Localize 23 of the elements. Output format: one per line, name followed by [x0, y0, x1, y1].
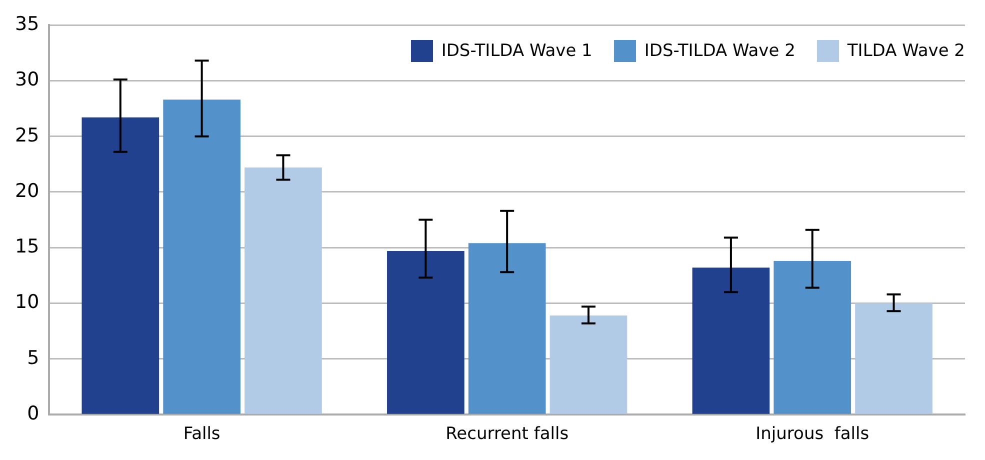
- y-tick-label: 20: [14, 180, 40, 202]
- legend-label: TILDA Wave 2: [846, 40, 965, 62]
- bar: [550, 316, 628, 414]
- bar: [774, 260, 852, 414]
- x-tick-label: Falls: [183, 424, 220, 444]
- y-tick-label: 10: [14, 291, 40, 314]
- legend-label: IDS-TILDA Wave 2: [643, 40, 796, 62]
- bar: [163, 100, 240, 414]
- bar: [244, 167, 322, 414]
- bar: [692, 268, 770, 414]
- x-tick-label: Injurous falls: [756, 424, 870, 444]
- y-tick-label: 15: [14, 236, 40, 258]
- bar: [855, 303, 932, 414]
- bar: [82, 117, 160, 414]
- x-tick-label: Recurrent falls: [446, 424, 569, 444]
- y-tick-label: 5: [27, 346, 40, 369]
- y-tick-label: 0: [27, 402, 40, 425]
- y-tick-label: 25: [14, 124, 40, 146]
- bar: [468, 243, 546, 414]
- y-tick-label: 35: [14, 12, 40, 35]
- y-tick-label: 30: [14, 68, 40, 91]
- bar: [387, 250, 464, 414]
- legend-label: IDS-TILDA Wave 1: [440, 40, 592, 62]
